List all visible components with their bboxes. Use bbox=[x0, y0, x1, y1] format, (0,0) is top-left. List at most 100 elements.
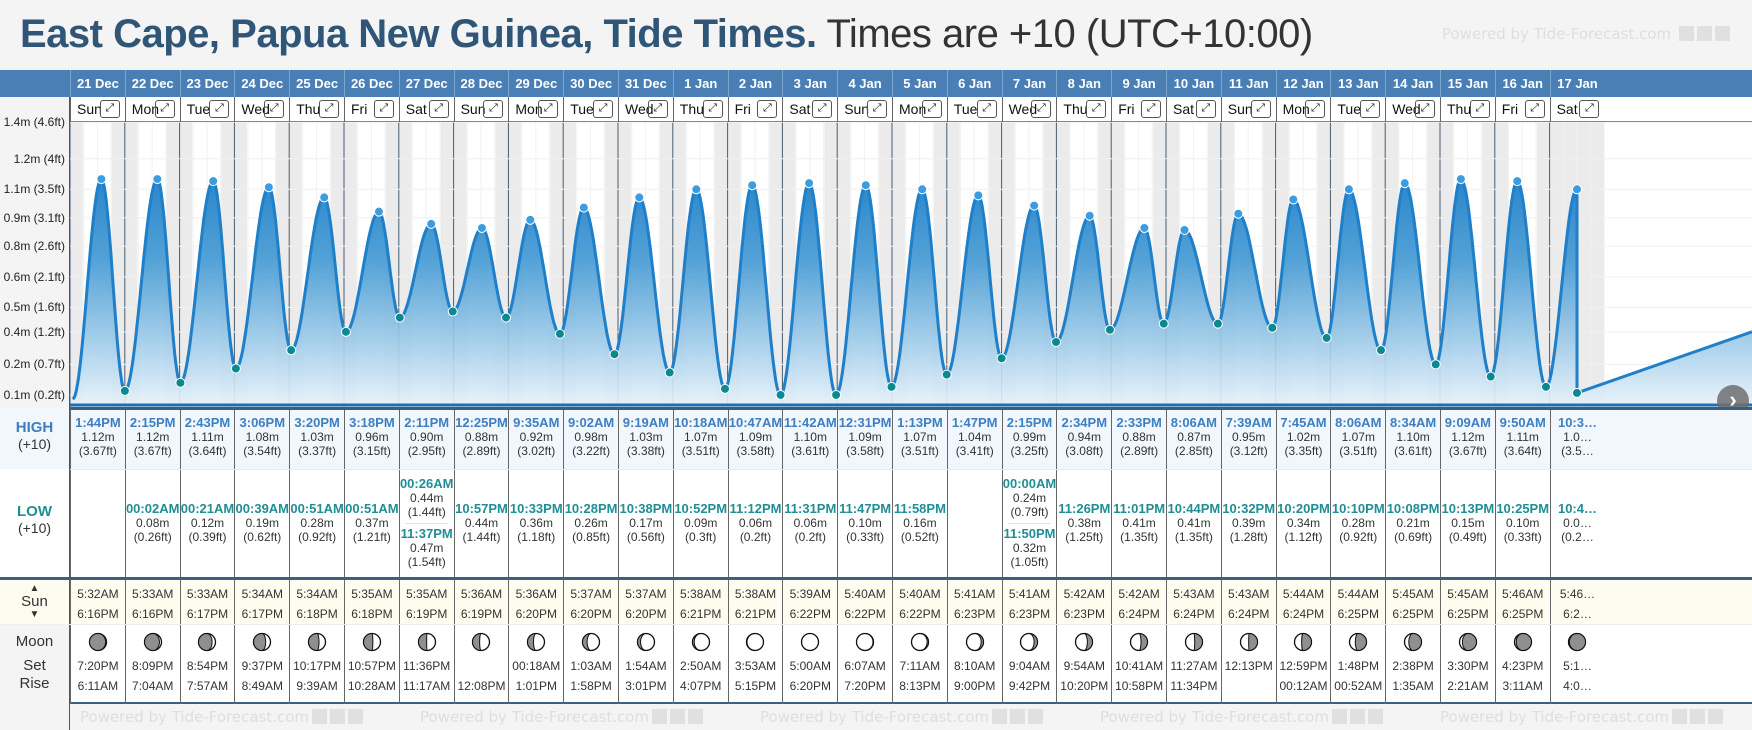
weekday-cell: Sat ⤢ bbox=[398, 97, 454, 122]
sun-band bbox=[0, 577, 1752, 624]
sunrise-time: 5:38AM bbox=[734, 587, 777, 601]
sun-label-text: Sun bbox=[21, 593, 48, 610]
expand-day-icon[interactable]: ⤢ bbox=[373, 100, 394, 118]
high-tide-time: 2:15PM bbox=[129, 415, 176, 430]
night-shade bbox=[70, 122, 83, 407]
expand-day-icon[interactable]: ⤢ bbox=[1469, 100, 1490, 118]
expand-day-icon[interactable]: ⤢ bbox=[866, 100, 887, 118]
sunset-time: 6:19PM bbox=[460, 607, 503, 621]
sunrise-time: 5:42AM bbox=[1063, 587, 1105, 601]
weekday-cell: Fri ⤢ bbox=[1494, 97, 1550, 122]
high-tide-height-ft: (3.67ft) bbox=[133, 444, 172, 458]
weekday-label: Fri bbox=[351, 101, 368, 117]
low-tide-point bbox=[286, 345, 297, 356]
expand-day-icon[interactable]: ⤢ bbox=[264, 100, 285, 118]
low-tide-time: 10:57PM bbox=[455, 501, 508, 516]
low-tide-band bbox=[0, 469, 1752, 577]
low-tide-time: 00:39AM bbox=[235, 501, 290, 516]
moon-set-time: 8:10AM bbox=[954, 659, 996, 673]
high-tide-time: 2:15PM bbox=[1006, 415, 1053, 430]
expand-day-icon[interactable]: ⤢ bbox=[1195, 100, 1216, 118]
expand-day-icon[interactable]: ⤢ bbox=[1140, 100, 1161, 118]
expand-day-icon[interactable]: ⤢ bbox=[318, 100, 339, 118]
moon-rise-time: 9:39AM bbox=[296, 679, 338, 693]
expand-day-icon[interactable]: ⤢ bbox=[647, 100, 668, 118]
low-tide-height-m: 0.10m bbox=[848, 516, 882, 530]
expand-day-icon[interactable]: ⤢ bbox=[1414, 100, 1435, 118]
moon-set-label: Set bbox=[23, 657, 46, 674]
low-tide-cell: 10:10PM 0.28m (0.92ft) bbox=[1330, 470, 1385, 577]
low-tide-time: 10:25PM bbox=[1496, 501, 1550, 516]
expand-day-icon[interactable]: ⤢ bbox=[209, 100, 230, 118]
expand-day-icon[interactable]: ⤢ bbox=[702, 100, 723, 118]
weekday-cell: Mon ⤢ bbox=[508, 97, 563, 122]
high-tide-label: HIGH (+10) bbox=[0, 407, 70, 469]
expand-day-icon[interactable]: ⤢ bbox=[757, 100, 778, 118]
high-tide-cell: 9:19AM 1.03m (3.38ft) bbox=[618, 410, 673, 469]
expand-day-icon[interactable]: ⤢ bbox=[1031, 100, 1052, 118]
moon-rise-time: 6:20PM bbox=[789, 679, 831, 693]
low-tide-point bbox=[720, 383, 731, 394]
moon-phase-icon bbox=[1020, 632, 1039, 652]
low-tide-height-m: 0.34m bbox=[1286, 516, 1321, 530]
expand-day-icon[interactable]: ⤢ bbox=[1579, 100, 1600, 118]
high-tide-point bbox=[1512, 176, 1523, 187]
high-tide-time: 12:31PM bbox=[838, 415, 892, 430]
footer-spacer bbox=[0, 704, 70, 730]
expand-day-icon[interactable]: ⤢ bbox=[1250, 100, 1271, 118]
low-tide-height-ft: (1.25ft) bbox=[1065, 530, 1104, 544]
moon-set-time: 9:04AM bbox=[1008, 659, 1051, 673]
tide-logo-icon bbox=[992, 709, 1008, 724]
low-tide-height-m: 0.15m bbox=[1451, 516, 1485, 530]
weekday-label: Wed bbox=[1392, 101, 1421, 117]
expand-day-icon[interactable]: ⤢ bbox=[483, 100, 504, 118]
date-header: 12 Jan bbox=[1275, 70, 1331, 97]
expand-day-icon[interactable]: ⤢ bbox=[1524, 100, 1545, 118]
night-shade bbox=[1427, 122, 1440, 407]
low-tide-height-ft: (1.35ft) bbox=[1174, 530, 1213, 544]
high-tide-cell: 1:13PM 1.07m (3.51ft) bbox=[892, 410, 947, 469]
high-tide-cell: 11:42AM 1.10m (3.61ft) bbox=[782, 410, 837, 469]
high-tide-height-m: 1.07m bbox=[903, 430, 937, 444]
expand-day-icon[interactable]: ⤢ bbox=[1086, 100, 1107, 118]
low-tide-point bbox=[501, 312, 512, 323]
moon-band bbox=[0, 624, 1752, 704]
tide-area bbox=[72, 179, 1752, 407]
low-tide-height-m: 0.38m bbox=[1067, 516, 1101, 530]
low-tide-cell: 00:02AM 0.08m (0.26ft) bbox=[124, 470, 180, 577]
weekday-label: Thu bbox=[1063, 101, 1088, 117]
high-tide-cell: 9:02AM 0.98m (3.22ft) bbox=[563, 410, 618, 469]
date-header: 15 Jan bbox=[1440, 70, 1495, 97]
y-axis-tick-label: 0.9m (3.1ft) bbox=[3, 210, 65, 225]
low-tide-time: 10:13PM bbox=[1441, 501, 1495, 516]
high-tide-point bbox=[1179, 225, 1190, 236]
moon-cell: 5:00AM 6:20PM bbox=[782, 625, 837, 704]
sun-times-cell: 5:44AM 6:25PM bbox=[1330, 580, 1385, 624]
expand-day-icon[interactable]: ⤢ bbox=[154, 100, 175, 118]
high-tide-time: 10:47AM bbox=[728, 415, 783, 430]
expand-day-icon[interactable]: ⤢ bbox=[428, 100, 449, 118]
moon-cell: 7:20PM 6:11AM bbox=[70, 625, 125, 704]
sunrise-time: 5:45AM bbox=[1392, 587, 1434, 601]
low-tide-height-m: 0.10m bbox=[1506, 516, 1540, 530]
moon-phase-icon bbox=[472, 632, 491, 652]
expand-day-icon[interactable]: ⤢ bbox=[1360, 100, 1381, 118]
expand-day-icon[interactable]: ⤢ bbox=[1305, 100, 1326, 118]
tide-logo-icon bbox=[1332, 709, 1348, 724]
expand-day-icon[interactable]: ⤢ bbox=[812, 100, 833, 118]
moon-cell: 1:48PM 00:52AM bbox=[1330, 625, 1385, 704]
low-tide-point bbox=[119, 385, 130, 396]
sun-times-cell: 5:40AM 6:22PM bbox=[837, 580, 892, 624]
moon-set-time: 9:54AM bbox=[1063, 659, 1105, 673]
expand-day-icon[interactable]: ⤢ bbox=[99, 100, 120, 118]
weekday-label: Sat bbox=[1556, 101, 1578, 117]
expand-day-icon[interactable]: ⤢ bbox=[592, 100, 613, 118]
expand-day-icon[interactable]: ⤢ bbox=[538, 100, 559, 118]
weekday-cell: Thu ⤢ bbox=[1056, 97, 1111, 122]
expand-day-icon[interactable]: ⤢ bbox=[921, 100, 942, 118]
moon-set-time: 12:59PM bbox=[1279, 659, 1328, 673]
mountain-logo-icon bbox=[1714, 26, 1730, 41]
high-tide-height-m: 1.11m bbox=[191, 430, 224, 444]
low-tide-height-ft: (1.35ft) bbox=[1120, 530, 1159, 544]
expand-day-icon[interactable]: ⤢ bbox=[976, 100, 997, 118]
